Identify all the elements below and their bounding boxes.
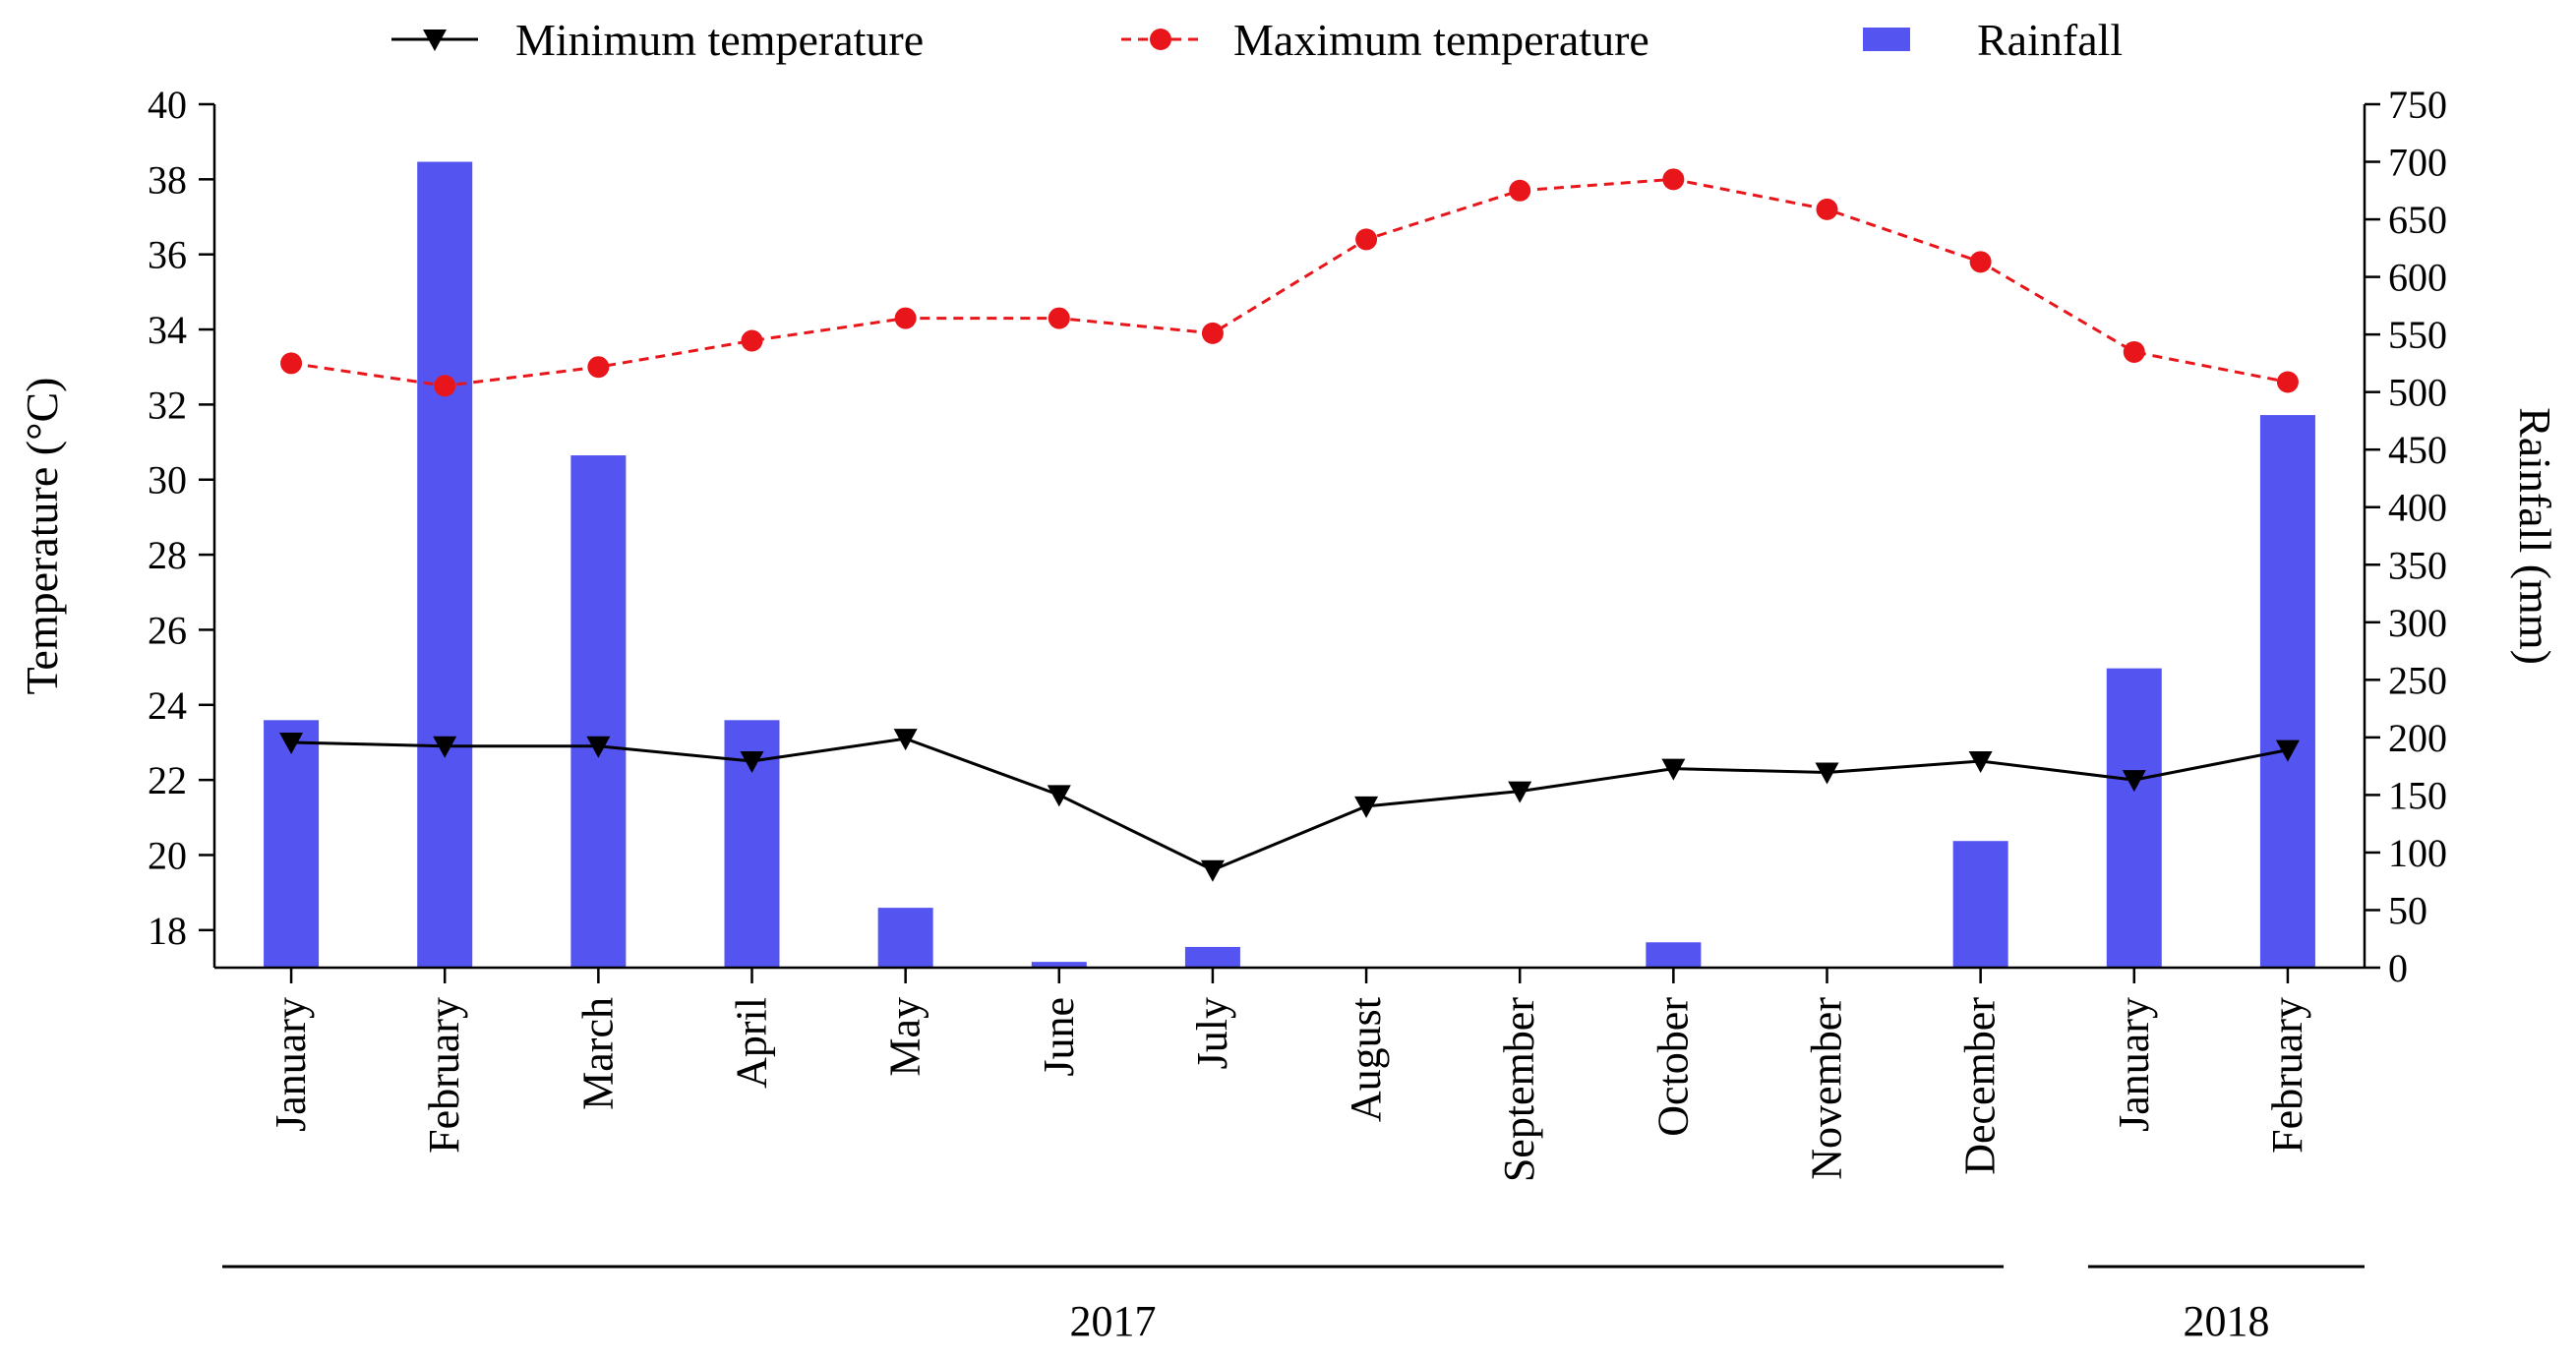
legend: Minimum temperature Maximum temperature Ra… xyxy=(391,15,2123,65)
min-temp-point xyxy=(279,732,304,754)
min-temp-point xyxy=(1047,785,1071,807)
year-label: 2018 xyxy=(2183,1297,2269,1345)
right-tick-label: 700 xyxy=(2388,141,2447,185)
min-temp-point xyxy=(586,736,611,758)
rainfall-bar xyxy=(1031,962,1087,968)
month-label: November xyxy=(1803,997,1851,1180)
left-tick-label: 40 xyxy=(148,83,187,127)
max-temp-point xyxy=(1201,322,1224,344)
min-temp-point xyxy=(893,729,918,751)
month-label: May xyxy=(881,997,929,1077)
month-label: February xyxy=(2263,997,2311,1154)
month-label: January xyxy=(2110,997,2158,1132)
month-label: March xyxy=(573,997,622,1110)
month-label: October xyxy=(1648,997,1697,1137)
left-tick-label: 34 xyxy=(148,308,187,352)
month-label: January xyxy=(267,997,315,1132)
right-tick-label: 350 xyxy=(2388,543,2447,587)
max-temp-point xyxy=(280,352,303,375)
axes xyxy=(199,102,2380,1269)
month-label: August xyxy=(1342,997,1390,1122)
right-tick-label: 400 xyxy=(2388,486,2447,530)
left-tick-label: 18 xyxy=(148,909,187,953)
right-tick-label: 150 xyxy=(2388,773,2447,817)
max-temp-point xyxy=(1048,307,1070,329)
legend-max-label: Maximum temperature xyxy=(1233,15,1649,65)
temperature-lines xyxy=(279,168,2300,882)
left-axis-title: Temperature (°C) xyxy=(17,378,67,695)
month-label: February xyxy=(420,997,468,1154)
month-label: September xyxy=(1495,997,1543,1183)
legend-min-marker xyxy=(423,30,447,51)
right-tick-label: 600 xyxy=(2388,256,2447,300)
min-temp-point xyxy=(1815,762,1839,785)
right-tick-label: 650 xyxy=(2388,198,2447,242)
right-tick-label: 0 xyxy=(2388,946,2408,990)
rainfall-bar xyxy=(1952,841,2008,968)
year-label: 2017 xyxy=(1070,1297,1157,1345)
left-tick-label: 32 xyxy=(148,383,187,427)
rainfall-bar xyxy=(877,908,933,968)
right-tick-label: 200 xyxy=(2388,716,2447,760)
min-temp-point xyxy=(1661,758,1686,781)
rainfall-bar xyxy=(2259,415,2315,969)
left-tick-label: 36 xyxy=(148,233,187,277)
max-temp-point xyxy=(1355,228,1378,251)
legend-rain-swatch xyxy=(1863,28,1910,51)
right-tick-label: 750 xyxy=(2388,83,2447,127)
rainfall-bar xyxy=(1184,946,1240,968)
max-temp-point xyxy=(1969,251,1992,273)
max-temp-point xyxy=(2123,340,2145,363)
right-tick-label: 50 xyxy=(2388,888,2427,932)
max-temp-point xyxy=(1816,198,1838,220)
max-temp-point xyxy=(587,356,610,379)
min-temp-point xyxy=(1200,859,1225,882)
min-temp-point xyxy=(2275,740,2300,762)
right-tick-label: 550 xyxy=(2388,313,2447,357)
min-temp-point xyxy=(1968,751,1993,774)
month-label: July xyxy=(1188,997,1236,1069)
left-tick-label: 24 xyxy=(148,683,187,728)
left-tick-label: 22 xyxy=(148,758,187,802)
max-temp-line xyxy=(290,177,2289,387)
month-label: December xyxy=(1956,997,2005,1175)
rainfall-bar xyxy=(570,455,627,968)
left-tick-label: 28 xyxy=(148,533,187,577)
min-temp-point xyxy=(740,751,764,774)
max-temp-point xyxy=(2276,371,2299,393)
rainfall-bar xyxy=(417,161,473,969)
max-temp-point xyxy=(1509,179,1531,202)
max-temp-point xyxy=(434,375,456,397)
left-tick-label: 30 xyxy=(148,458,187,503)
right-tick-label: 300 xyxy=(2388,601,2447,645)
min-temp-point xyxy=(433,736,457,758)
min-temp-point xyxy=(1354,796,1379,818)
month-label: June xyxy=(1035,997,1083,1077)
max-temp-point xyxy=(741,329,763,352)
month-label: April xyxy=(728,997,776,1089)
rainfall-bar xyxy=(264,720,320,968)
rainfall-bars xyxy=(264,161,2315,969)
max-temp-point xyxy=(894,307,917,329)
right-tick-label: 100 xyxy=(2388,831,2447,875)
min-temp-line xyxy=(291,737,2289,872)
left-tick-label: 20 xyxy=(148,833,187,877)
left-tick-label: 38 xyxy=(148,157,187,202)
axis-labels: 1820222426283032343638400501001502002503… xyxy=(17,83,2560,1345)
rainfall-bar xyxy=(2106,668,2162,968)
right-tick-label: 250 xyxy=(2388,658,2447,702)
legend-min-label: Minimum temperature xyxy=(515,15,924,65)
min-temp-point xyxy=(2122,770,2146,793)
legend-max-marker xyxy=(1150,29,1171,50)
rainfall-bar xyxy=(1646,942,1702,968)
min-temp-point xyxy=(1508,781,1532,803)
max-temp-point xyxy=(1662,168,1685,191)
left-tick-label: 26 xyxy=(148,608,187,652)
right-tick-label: 450 xyxy=(2388,428,2447,472)
right-axis-title: Rainfall (mm) xyxy=(2510,407,2560,665)
legend-rain-label: Rainfall xyxy=(1977,15,2123,65)
right-tick-label: 500 xyxy=(2388,371,2447,415)
